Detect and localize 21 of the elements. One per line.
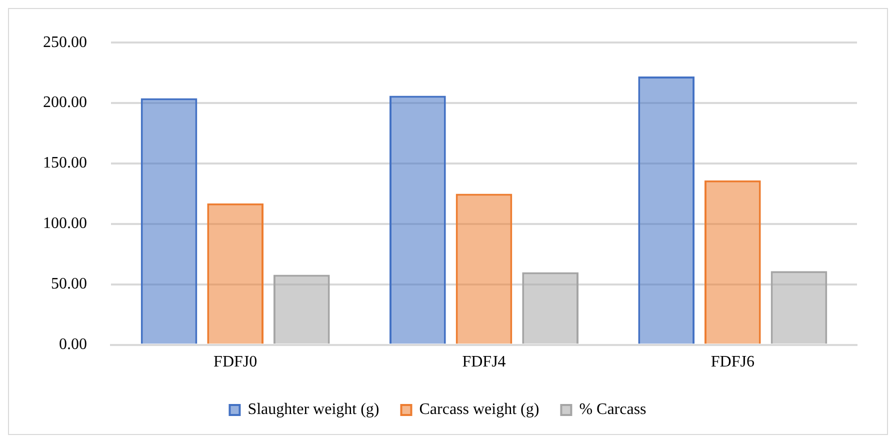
y-tick-label: 50.00 [51,276,87,293]
x-tick-label: FDFJ0 [214,354,258,371]
legend-label: Slaughter weight (g) [248,401,380,418]
bar [207,203,264,344]
y-tick-label: 100.00 [43,215,87,232]
x-tick-label: FDFJ4 [462,354,506,371]
legend-label: Carcass weight (g) [419,401,540,418]
legend-label: % Carcass [579,401,646,418]
bar [456,194,512,344]
bar [704,180,761,344]
bar [140,98,198,344]
y-tick-label: 200.00 [43,94,87,112]
y-tick-label: 250.00 [43,34,87,51]
bar [273,274,330,344]
x-tick-label: FDFJ6 [710,354,754,371]
bar [638,76,695,344]
bar [770,271,828,344]
bar [522,272,578,344]
y-tick-label: 0.00 [59,336,87,354]
y-tick-label: 150.00 [43,154,87,172]
bar [390,96,446,344]
